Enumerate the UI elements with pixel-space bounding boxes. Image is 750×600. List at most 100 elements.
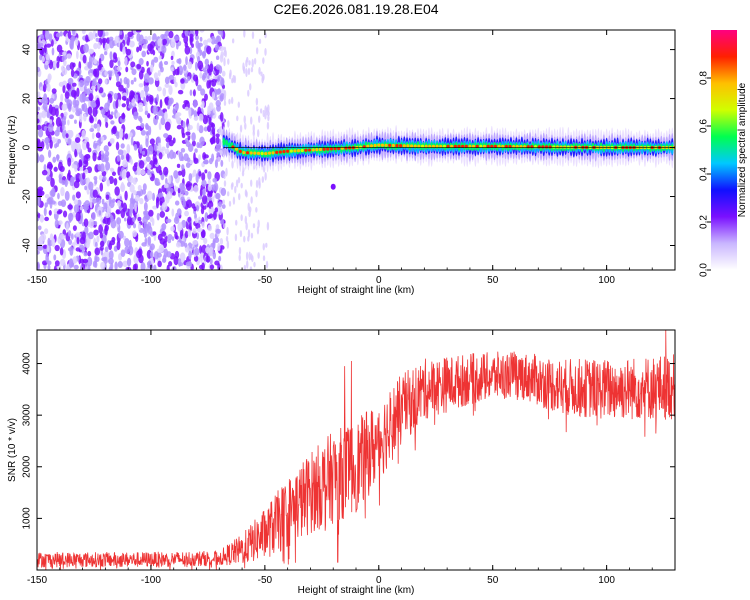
- noise-cell: [161, 231, 167, 237]
- noise-cell: [153, 56, 159, 63]
- noise-cell: [93, 123, 98, 129]
- noise-cell: [132, 223, 137, 229]
- noise-cell: [56, 61, 60, 69]
- noise-cell: [196, 227, 203, 233]
- noise-cell: [213, 182, 219, 192]
- noise-cell: [183, 99, 189, 105]
- noise-cell: [147, 260, 152, 269]
- noise-cell: [147, 236, 152, 246]
- noise-cell: [145, 138, 149, 148]
- noise-cell: [95, 197, 102, 205]
- noise-cell: [43, 125, 47, 131]
- noise-cell: [227, 58, 230, 65]
- noise-cell: [215, 192, 221, 200]
- noise-cell: [108, 39, 115, 49]
- signal-core-cell: [267, 151, 272, 155]
- noise-cell: [204, 93, 208, 101]
- noise-cell: [169, 149, 175, 160]
- signal-core-cell: [231, 145, 235, 149]
- noise-cell: [193, 184, 199, 193]
- noise-cell: [168, 175, 172, 185]
- noise-cell: [116, 217, 122, 225]
- noise-cell: [67, 169, 71, 178]
- noise-cell: [37, 212, 41, 219]
- noise-cell: [125, 48, 132, 56]
- noise-cell: [124, 238, 130, 247]
- noise-cell: [203, 237, 208, 244]
- signal-core-cell: [435, 144, 439, 148]
- noise-cell: [244, 122, 247, 130]
- noise-cell: [221, 204, 226, 209]
- noise-cell: [267, 104, 270, 113]
- noise-cell: [223, 173, 226, 180]
- noise-cell: [201, 194, 208, 205]
- noise-cell: [134, 194, 140, 202]
- noise-cell: [198, 219, 202, 224]
- noise-cell: [231, 160, 234, 169]
- signal-core-cell: [256, 151, 261, 155]
- noise-cell: [194, 148, 198, 153]
- noise-cell: [262, 255, 266, 262]
- noise-cell: [142, 216, 148, 225]
- signal-core-cell: [326, 147, 330, 151]
- noise-cell: [37, 66, 41, 73]
- signal-cell: [222, 138, 226, 146]
- noise-cell: [37, 140, 42, 149]
- noise-cell: [67, 77, 74, 85]
- noise-cell: [239, 124, 243, 133]
- noise-cell: [219, 238, 224, 245]
- noise-cell: [93, 58, 98, 65]
- signal-core-cell: [249, 151, 253, 155]
- noise-cell: [223, 180, 227, 187]
- noise-cell: [179, 182, 185, 191]
- noise-cell: [211, 127, 216, 135]
- noise-cell: [180, 147, 186, 153]
- noise-cell: [191, 203, 196, 209]
- noise-cell: [104, 102, 110, 112]
- noise-cell: [264, 48, 267, 56]
- noise-cell: [109, 51, 113, 60]
- noise-cell: [187, 61, 193, 70]
- noise-cell: [140, 89, 145, 99]
- noise-cell: [186, 199, 192, 208]
- noise-cell: [252, 223, 256, 229]
- noise-cell: [219, 111, 224, 122]
- noise-cell: [67, 30, 72, 39]
- noise-cell: [82, 172, 86, 180]
- signal-core-cell: [493, 144, 498, 148]
- noise-cell: [161, 257, 167, 263]
- noise-cell: [72, 225, 77, 232]
- signal-core-cell: [242, 150, 246, 155]
- signal-core-cell: [238, 149, 242, 153]
- noise-cell: [73, 204, 80, 214]
- noise-cell: [143, 210, 147, 216]
- noise-cell: [204, 169, 208, 174]
- snr-y-label: SNR (10 * v/v): [7, 418, 18, 482]
- signal-core-cell: [479, 144, 483, 148]
- noise-cell: [134, 202, 137, 212]
- noise-cell: [201, 244, 207, 255]
- noise-cell: [55, 116, 62, 127]
- noise-cell: [113, 92, 118, 100]
- noise-cell: [83, 43, 89, 53]
- noise-cell: [66, 53, 72, 59]
- noise-cell: [251, 58, 254, 68]
- signal-core-cell: [450, 144, 454, 148]
- noise-cell: [181, 132, 186, 139]
- noise-cell: [217, 30, 223, 35]
- x-tick-label: -150: [27, 575, 47, 586]
- noise-cell: [132, 264, 137, 270]
- noise-cell: [117, 60, 121, 67]
- signal-core-cell: [555, 145, 560, 149]
- noise-cell: [227, 120, 230, 128]
- noise-cell: [74, 148, 78, 158]
- noise-cell: [61, 67, 68, 76]
- noise-cell: [119, 42, 123, 52]
- colorbar: 0.0 0.2 0.4 0.6 0.8 Normalized spectral ampl…: [699, 30, 748, 277]
- noise-cell: [146, 169, 151, 176]
- noise-cell: [249, 83, 252, 91]
- noise-cell: [245, 251, 249, 261]
- noise-cell: [52, 156, 57, 163]
- noise-cell: [223, 89, 227, 99]
- noise-cell: [82, 54, 87, 64]
